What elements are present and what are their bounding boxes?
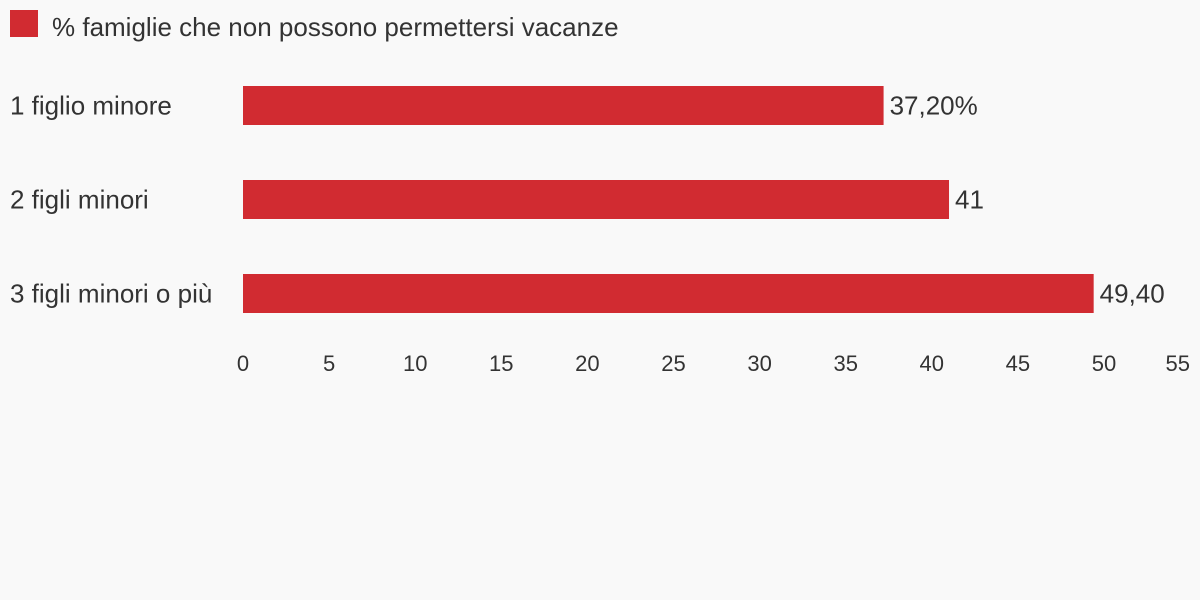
category-label: 3 figli minori o più	[10, 279, 212, 309]
data-label: 49,40	[1100, 279, 1165, 309]
x-tick-label: 5	[323, 351, 335, 376]
legend: % famiglie che non possono permettersi v…	[10, 10, 619, 42]
bar	[243, 180, 950, 219]
data-label: 37,20%	[890, 91, 978, 121]
value-labels: 37,20% 41 49,40	[890, 91, 1165, 309]
x-tick-label: 25	[661, 351, 685, 376]
data-label: 41	[955, 185, 984, 215]
x-tick-label: 30	[747, 351, 771, 376]
x-tick-label: 40	[920, 351, 944, 376]
category-labels: 1 figlio minore 2 figli minori 3 figli min…	[10, 91, 212, 309]
x-tick-label: 35	[833, 351, 857, 376]
x-tick-label: 55	[1166, 351, 1190, 376]
legend-label: % famiglie che non possono permettersi v…	[52, 12, 619, 42]
legend-swatch	[10, 10, 38, 37]
x-tick-label: 20	[575, 351, 599, 376]
x-tick-label: 15	[489, 351, 513, 376]
x-tick-label: 10	[403, 351, 427, 376]
bars	[243, 86, 1094, 313]
x-axis-ticks: 0 5 10 15 20 25 30 35 40 45 50 55	[237, 351, 1190, 376]
bar	[243, 274, 1094, 313]
x-tick-label: 50	[1092, 351, 1116, 376]
x-tick-label: 0	[237, 351, 249, 376]
category-label: 2 figli minori	[10, 185, 149, 215]
category-label: 1 figlio minore	[10, 91, 172, 121]
bar	[243, 86, 884, 125]
x-tick-label: 45	[1006, 351, 1030, 376]
